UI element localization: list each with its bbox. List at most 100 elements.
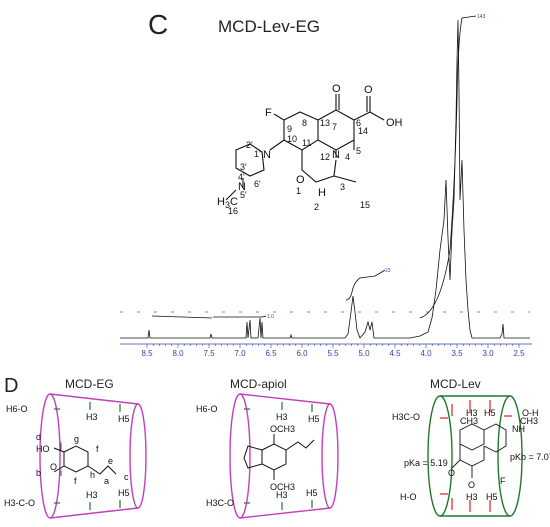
mcd-apiol-h6o: H6-O (196, 404, 218, 414)
mcd-lev-nh: NH (512, 424, 525, 434)
axis-tick-label: 6.0 (296, 349, 308, 358)
mcd-lev-pka: pKa = 5.19 (404, 458, 448, 468)
atom-O-acid: O (364, 84, 373, 96)
panel-d-letter: D (4, 375, 18, 397)
mcd-eg-atom-f2: f (74, 476, 77, 486)
mcd-eg-h3co: H3-C-O (4, 498, 35, 508)
atom-methyl-C: C (230, 196, 238, 208)
complex-mcd-lev: MCD-Lev H3C-O H-O O-H pKa = 5.19 pKb = 7… (392, 377, 550, 517)
num-10: 10 (287, 134, 297, 144)
panel-c-title: MCD-Lev-EG (218, 17, 320, 36)
atom-methyl-sub: 3 (225, 200, 230, 210)
mcd-lev-h5-bot: H5 (486, 492, 498, 502)
mcd-lev-ho: H-O (400, 492, 417, 502)
mcd-lev-h5-top: H5 (484, 408, 496, 418)
axis-tick-label: 7.5 (203, 349, 215, 358)
mcd-apiol-h3-top: H3 (276, 412, 288, 422)
num-15: 15 (360, 200, 370, 210)
mcd-eg-atom-c: c (124, 472, 129, 482)
mcd-apiol-title: MCD-apiol (230, 377, 287, 391)
mcd-apiol-h3-bot: H3 (276, 490, 288, 500)
axis-tick-label: 3.5 (451, 349, 463, 358)
nmr-spectrum (120, 15, 530, 339)
axis-tick-label: 4.5 (389, 349, 401, 358)
mcd-lev-ch3-right: CH3 (520, 416, 538, 426)
axis-tick-label: 5.5 (327, 349, 339, 358)
mcd-eg-title: MCD-EG (65, 377, 114, 391)
integral-2: 23 (385, 268, 391, 274)
complex-mcd-eg: MCD-EG H6-O H3-C-O H3 H5 H3 H5 d j (4, 377, 147, 519)
axis-tick-label: 4.0 (420, 349, 432, 358)
mcd-eg-atom-j: j (59, 440, 62, 450)
atom-N4: N (332, 149, 340, 161)
panel-c-letter: C (148, 9, 168, 40)
axis-tick-label: 6.5 (265, 349, 277, 358)
num-12: 12 (320, 152, 330, 162)
mcd-eg-atom-b: b (36, 468, 41, 478)
mcd-lev-h3-top: H3 (466, 408, 478, 418)
num-9: 9 (287, 124, 292, 134)
atom-OH: OH (386, 117, 403, 129)
axis-tick-label: 8.0 (172, 349, 184, 358)
atom-N1: N (263, 149, 271, 161)
num-14: 14 (358, 126, 368, 136)
mcd-lev-oh-right: O-H (522, 408, 539, 418)
mcd-apiol-h5-top: H5 (308, 414, 320, 424)
num-13: 13 (320, 118, 330, 128)
atom-O1: O (296, 174, 305, 186)
mcd-eg-h3-bot: H3 (86, 490, 98, 500)
mcd-lev-title: MCD-Lev (430, 377, 481, 391)
mcd-lev-ch3-top: CH3 (460, 416, 478, 426)
axis-tick-label: 2.5 (513, 349, 525, 358)
mcd-eg-h5-bot: H5 (118, 488, 130, 498)
num-2p: 2' (246, 140, 253, 150)
mcd-apiol-och3-bot: OCH3 (270, 482, 295, 492)
mcd-eg-atom-e: e (108, 456, 113, 466)
mcd-lev-h3-bot: H3 (466, 492, 478, 502)
mcd-eg-h5-top: H5 (118, 414, 130, 424)
atom-N-lower: N (238, 181, 246, 193)
num-11: 11 (302, 138, 311, 148)
mcd-eg-atom-a: a (104, 476, 109, 486)
mcd-apiol-h3co: H3C-O (206, 498, 234, 508)
mcd-eg-h3-top: H3 (86, 412, 98, 422)
num-1: 1 (296, 186, 301, 196)
levofloxacin-labels: F O O OH N N N O H H 3 C 13 7 6 8 9 14 1… (217, 83, 403, 216)
complex-mcd-apiol: MCD-apiol H6-O H3C-O H3 H5 H3 H5 OCH3 (196, 377, 339, 519)
num-4: 4 (345, 152, 350, 162)
num-4p: 4' (238, 172, 245, 182)
atom-methyl-H: H (217, 196, 225, 208)
nmr-x-axis (120, 343, 532, 348)
integral-1: 1.0 (267, 314, 274, 320)
num-3p: 3' (240, 162, 247, 172)
num-16: 16 (228, 206, 238, 216)
levofloxacin-structure (225, 94, 385, 201)
num-6p: 6' (254, 179, 261, 189)
integral-3: 143 (477, 14, 486, 20)
atom-O-carbonyl: O (332, 83, 341, 95)
atom-F: F (265, 107, 272, 119)
mcd-lev-O1: O (448, 468, 455, 478)
mcd-eg-h6o: H6-O (6, 404, 28, 414)
num-1p: 1' (254, 149, 261, 159)
axis-tick-label: 8.5 (141, 349, 153, 358)
atom-H3: H (318, 187, 326, 199)
mcd-eg-atom-d: d (36, 432, 41, 442)
num-5: 5 (356, 146, 361, 156)
mcd-lev-O2: O (468, 480, 475, 490)
mcd-lev-h3co: H3C-O (392, 412, 420, 422)
mcd-eg-atom-i: i (60, 468, 62, 478)
num-6: 6 (356, 118, 361, 128)
mcd-eg-atom-h: h (90, 470, 95, 480)
axis-tick-label: 7.0 (234, 349, 246, 358)
mcd-apiol-h5-bot: H5 (306, 488, 318, 498)
num-5p: 5' (240, 190, 247, 200)
num-3: 3 (340, 182, 345, 192)
mcd-eg-atom-f1: f (96, 444, 99, 454)
mcd-lev-F: F (500, 476, 506, 486)
num-8: 8 (302, 118, 307, 128)
mcd-lev-pkb: pKb = 7.07 (510, 452, 550, 462)
mcd-eg-atom-g: g (74, 434, 79, 444)
num-2: 2 (314, 202, 319, 212)
